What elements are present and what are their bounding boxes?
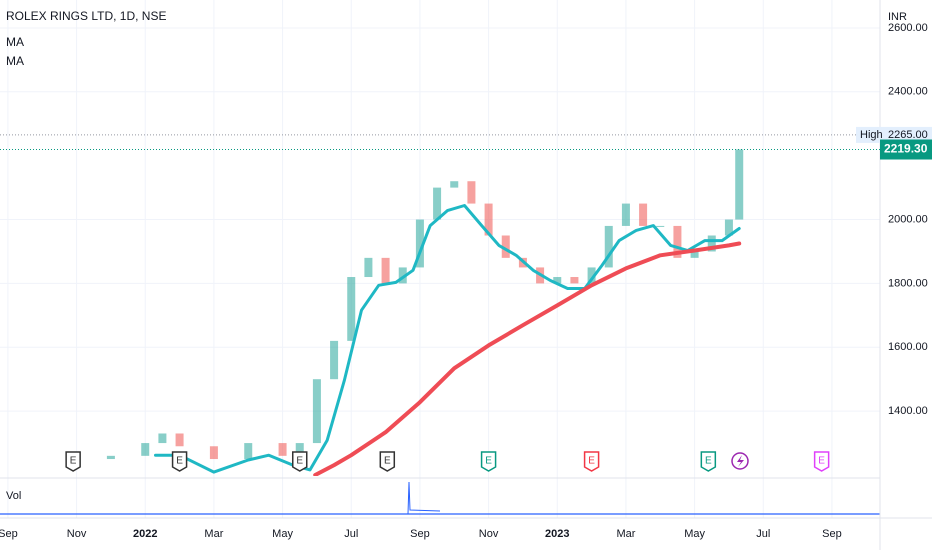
- event-label: E: [588, 456, 595, 467]
- high-label: 2265.00: [888, 129, 928, 141]
- event-marker: [171, 451, 188, 472]
- candle: [501, 235, 510, 258]
- y-tick-label: 1600.00: [888, 341, 928, 353]
- x-tick-label: Mar: [616, 528, 635, 540]
- high-name: High: [860, 129, 883, 141]
- event-label: E: [384, 456, 391, 467]
- y-tick-label: 1400.00: [888, 405, 928, 417]
- x-tick-label: May: [684, 528, 705, 540]
- event-marker: [65, 451, 81, 472]
- currency: INR: [888, 11, 907, 23]
- candle: [175, 433, 184, 447]
- x-tick-label: 2023: [545, 528, 569, 540]
- event-label: E: [818, 456, 825, 467]
- candle: [553, 277, 562, 284]
- candle: [312, 379, 321, 444]
- high-label-bg: [856, 126, 932, 143]
- y-tick-label: 2400.00: [888, 86, 928, 98]
- x-tick-label: Sep: [0, 528, 18, 540]
- candle: [398, 267, 407, 284]
- event-marker: [379, 451, 396, 472]
- candle: [244, 443, 253, 460]
- candle: [639, 203, 648, 226]
- volume-spike: [407, 481, 441, 515]
- x-tick-label: Nov: [67, 528, 87, 540]
- title: ROLEX RINGS LTD, 1D, NSE: [6, 9, 166, 23]
- candle: [433, 187, 442, 220]
- last-price-label: 2219.30: [884, 142, 928, 156]
- candle: [724, 219, 733, 236]
- y-tick-label: 1800.00: [888, 277, 928, 289]
- last-price-bg: [880, 139, 932, 160]
- x-tick-label: Jul: [756, 528, 770, 540]
- candle: [621, 203, 630, 226]
- event-marker: [813, 451, 830, 472]
- event-label: E: [70, 456, 77, 467]
- candle: [364, 257, 373, 278]
- y-tick-label: 2600.00: [888, 22, 928, 34]
- volume-label: Vol: [6, 490, 21, 502]
- event-label: E: [485, 456, 492, 467]
- candle: [604, 225, 613, 268]
- event-label: E: [176, 456, 183, 467]
- x-tick-label: May: [272, 528, 293, 540]
- event-label: E: [705, 456, 712, 467]
- dividend-icon: [731, 452, 749, 470]
- candle: [330, 340, 339, 380]
- candle: [415, 219, 424, 268]
- event-marker: [583, 451, 600, 472]
- candle: [158, 433, 167, 444]
- candle: [450, 181, 459, 188]
- event-marker: [291, 451, 308, 472]
- indicator-label: MA: [6, 35, 24, 49]
- event-marker: [700, 451, 717, 472]
- event-marker: [480, 451, 497, 472]
- candle: [347, 277, 356, 341]
- candle: [484, 203, 493, 236]
- event-label: E: [296, 456, 303, 467]
- y-tick-label: 2000.00: [888, 213, 928, 225]
- candle: [209, 446, 218, 460]
- candle: [707, 235, 716, 252]
- candle: [587, 267, 596, 284]
- x-tick-label: Sep: [410, 528, 430, 540]
- x-tick-label: 2022: [133, 528, 157, 540]
- indicator-label: MA: [6, 54, 24, 68]
- x-tick-label: Jul: [344, 528, 358, 540]
- candle: [735, 149, 744, 220]
- x-tick-label: Sep: [822, 528, 842, 540]
- candle: [295, 443, 304, 456]
- candle: [106, 455, 115, 460]
- candle: [141, 443, 150, 456]
- ma-line: [313, 241, 742, 476]
- candle: [673, 225, 682, 258]
- candle: [690, 251, 699, 258]
- candle: [570, 277, 579, 284]
- candle: [278, 443, 287, 456]
- x-tick-label: Mar: [204, 528, 223, 540]
- candle: [467, 181, 476, 204]
- candle: [381, 257, 390, 284]
- candle: [656, 225, 665, 227]
- x-tick-label: Nov: [479, 528, 499, 540]
